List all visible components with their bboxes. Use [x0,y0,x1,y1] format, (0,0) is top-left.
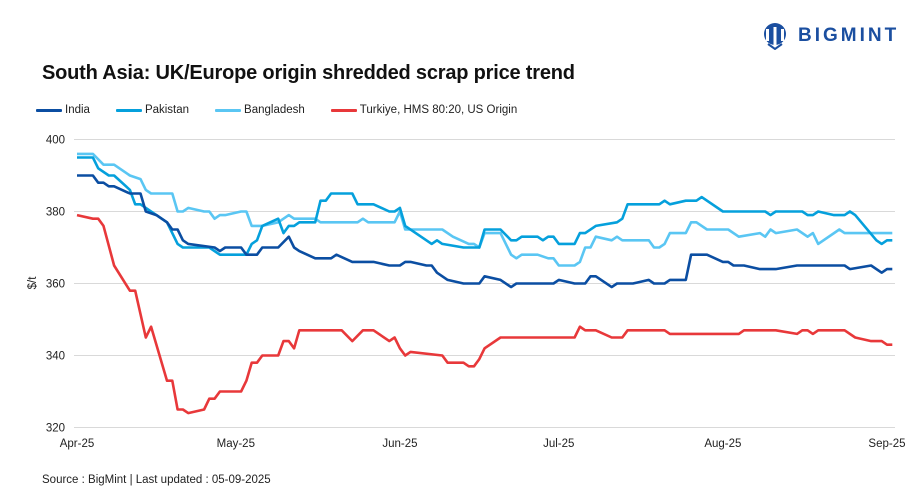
logo-text: BIGMINT [798,25,900,46]
x-tick-label: Apr-25 [60,438,95,450]
x-tick-label: Jun-25 [382,438,417,450]
x-tick-label: Aug-25 [704,438,741,450]
y-tick-label: 360 [46,279,65,291]
legend-swatch [115,108,142,112]
legend-swatch [330,108,357,112]
y-axis-label: $/t [27,276,39,290]
legend-swatch [215,108,242,112]
legend-label: Pakistan [144,104,190,116]
legend-label: Turkiye, HMS 80:20, US Origin [359,104,518,116]
series-line-turkiye [76,213,893,415]
x-tick-label: May-25 [217,438,255,450]
x-tick-label: Sep-25 [868,438,905,450]
legend-item-turkiye: Turkiye, HMS 80:20, US Origin [330,104,518,116]
legend: India Pakistan Bangladesh Turkiye, HMS 8… [36,104,517,116]
legend-item-india: India [36,104,90,116]
y-tick-label: 400 [46,135,65,147]
x-tick-label: Jul-25 [543,438,574,450]
bigmint-logo: BIGMINT [760,22,899,50]
series-line-india [77,174,893,289]
legend-label: Bangladesh [244,104,305,116]
chart-title: South Asia: UK/Europe origin shredded sc… [42,62,575,84]
legend-swatch [36,108,62,112]
y-tick-label: 320 [46,423,65,435]
series-line-pakistan [77,156,893,256]
bigmint-logo-icon [764,23,786,50]
y-tick-label: 340 [46,351,65,363]
legend-item-bangladesh: Bangladesh [215,104,305,116]
source-note: Source : BigMint | Last updated : 05-09-… [42,474,271,486]
y-tick-label: 380 [46,207,65,219]
series-line-bangladesh [77,152,893,267]
legend-label: India [65,104,90,116]
legend-item-pakistan: Pakistan [115,104,190,116]
